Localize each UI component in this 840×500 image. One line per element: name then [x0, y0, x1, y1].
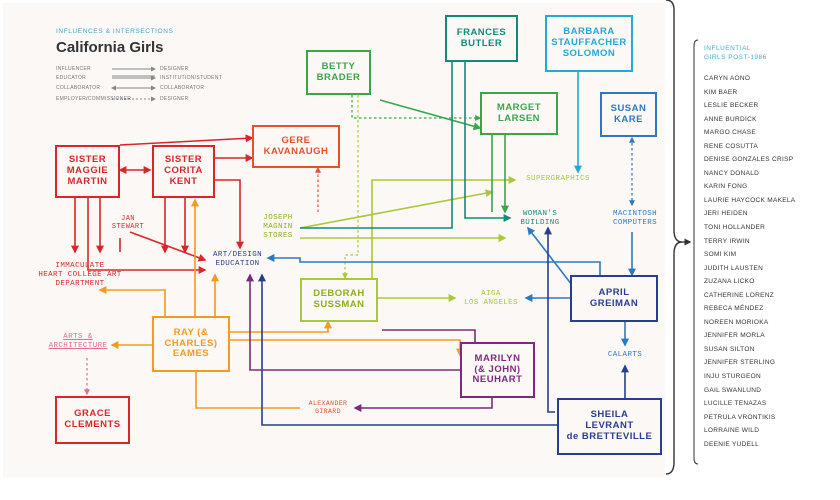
- influential-girl-item: DENISE GONZALES CRISP: [704, 156, 794, 164]
- influential-girl-item: CATHERINE LORENZ: [704, 291, 775, 299]
- influential-girl-item: JENNIFER STERLING: [704, 359, 776, 367]
- box-sister-maggie-martin: SISTER MAGGIE MARTIN: [55, 145, 120, 198]
- legend-from-2: EDUCATOR: [56, 75, 86, 81]
- influential-girl-item: NANCY DONALD: [704, 169, 760, 177]
- influential-girl-item: LESLIE BECKER: [704, 102, 759, 110]
- legend-arrows: [111, 66, 156, 102]
- label-alexander-girard: ALEXANDER GIRARD: [308, 400, 348, 415]
- label-aiga-los-angeles: AIGA LOS ANGELES: [464, 290, 518, 307]
- red-lines: [71, 134, 254, 274]
- dashed-links: [84, 95, 635, 396]
- box-ray-charles-eames: RAY (& CHARLES) EAMES: [152, 316, 230, 372]
- influential-girl-item: PETRULA VRONTIKIS: [704, 413, 776, 421]
- influential-girl-item: JERI HEIDEN: [704, 210, 748, 218]
- box-gere-kavanaugh: GERE KAVANAUGH: [252, 125, 340, 168]
- box-betty-brader: BETTY BRADER: [306, 50, 371, 95]
- influential-girl-item: INJU STURGEON: [704, 373, 761, 381]
- legend-from-1: INFLUENCER: [56, 66, 91, 72]
- box-sheila-levrant-de-bretteville: SHEILA LEVRANT de BRETTEVILLE: [557, 398, 662, 455]
- purple-lines: [246, 273, 493, 412]
- right-brace: [665, 0, 683, 475]
- blue-lines: [266, 226, 636, 347]
- label-calarts: CALARTS: [607, 351, 643, 359]
- label-arts-architecture: ARTS & ARCHITECTURE: [48, 333, 108, 350]
- influential-girl-item: LAURIE HAYCOCK MAKELA: [704, 196, 796, 204]
- legend-from-4: EMPLOYER/COMMISSIONER: [56, 96, 132, 102]
- influential-girl-item: LUCILLE TENAZAS: [704, 400, 767, 408]
- influential-girl-item: DEENIE YUDELL: [704, 440, 760, 448]
- box-marget-larsen: MARGET LARSEN: [480, 92, 558, 135]
- legend-to-3: COLLABORATOR: [160, 85, 205, 91]
- box-susan-kare: SUSAN KARE: [600, 92, 657, 137]
- yellow-green-lines: [299, 176, 517, 302]
- influential-girl-item: CARYN AONO: [704, 75, 751, 82]
- box-grace-clements: GRACE CLEMENTS: [55, 396, 130, 444]
- influential-girl-item: RENE COSUTTA: [704, 142, 759, 150]
- legend-to-2: INSTITUTION/STUDENT: [160, 75, 223, 81]
- label-jan-stewart: JAN STEWART: [111, 215, 145, 232]
- influential-girl-item: SOMI KIM: [704, 251, 737, 259]
- legend-from-3: COLLABORATOR: [56, 85, 101, 91]
- box-deborah-sussman: DEBORAH SUSSMAN: [300, 278, 378, 322]
- influential-girl-item: JENNIFER MORLA: [704, 332, 765, 340]
- box-marilyn-john-neuhart: MARILYN (& JOHN) NEUHART: [460, 342, 535, 398]
- navy-lines: [258, 226, 629, 426]
- label-womans-building: WOMAN'S BUILDING: [520, 210, 560, 227]
- influential-girls-list: CARYN AONO KIM BAER LESLIE BECKER ANNE BURD…: [704, 72, 795, 451]
- influential-girl-item: TONI HOLLANDER: [704, 224, 766, 232]
- legend-to-1: DESIGNER: [160, 66, 189, 72]
- influential-girl-item: MARGO CHASE: [704, 129, 757, 137]
- box-april-greiman: APRIL GREIMAN: [570, 275, 658, 322]
- influential-girl-item: JUDITH LAUSTEN: [704, 264, 764, 272]
- right-panel-title: INFLUENTIAL GIRLS POST-1986: [704, 45, 767, 61]
- influential-girl-item: SUSAN SILTON: [704, 345, 755, 353]
- diagram-subtitle: INFLUENCES & INTERSECTIONS: [56, 28, 174, 35]
- influential-girl-item: KIM BAER: [704, 88, 738, 96]
- influential-girl-item: ANNE BURDICK: [704, 115, 757, 123]
- influential-girl-item: GAIL SWANLUND: [704, 386, 762, 394]
- label-art-design-education: ART/DESIGN EDUCATION: [212, 251, 262, 268]
- influential-girl-item: TERRY IRWIN: [704, 237, 750, 245]
- influential-girl-item: KARIN FONG: [704, 183, 748, 191]
- label-immaculate-heart: IMMACULATE HEART COLLEGE ART DEPARTMENT: [38, 262, 122, 288]
- influential-girl-item: REBECA MÉNDEZ: [704, 305, 764, 313]
- legend-to-4: DESIGNER: [160, 96, 189, 102]
- influential-girl-item: LORRAINE WILD: [704, 427, 760, 435]
- influential-girl-item: ZUZANA LICKO: [704, 278, 755, 286]
- diagram-title: California Girls: [56, 39, 164, 56]
- box-frances-butler: FRANCES BUTLER: [445, 15, 518, 62]
- list-bracket: [693, 39, 699, 465]
- influential-girl-item: NOREEN MORIOKA: [704, 318, 769, 326]
- box-barbara-stauffacher-solomon: BARBARA STAUFFACHER SOLOMON: [545, 15, 633, 72]
- label-supergraphics: SUPERGRAPHICS: [526, 175, 590, 183]
- box-sister-corita-kent: SISTER CORITA KENT: [152, 145, 215, 198]
- teal-lines: [300, 62, 512, 229]
- label-macintosh-computers: MACINTOSH COMPUTERS: [612, 210, 658, 227]
- label-joseph-magnin-stores: JOSEPH MAGNIN STORES: [263, 214, 293, 240]
